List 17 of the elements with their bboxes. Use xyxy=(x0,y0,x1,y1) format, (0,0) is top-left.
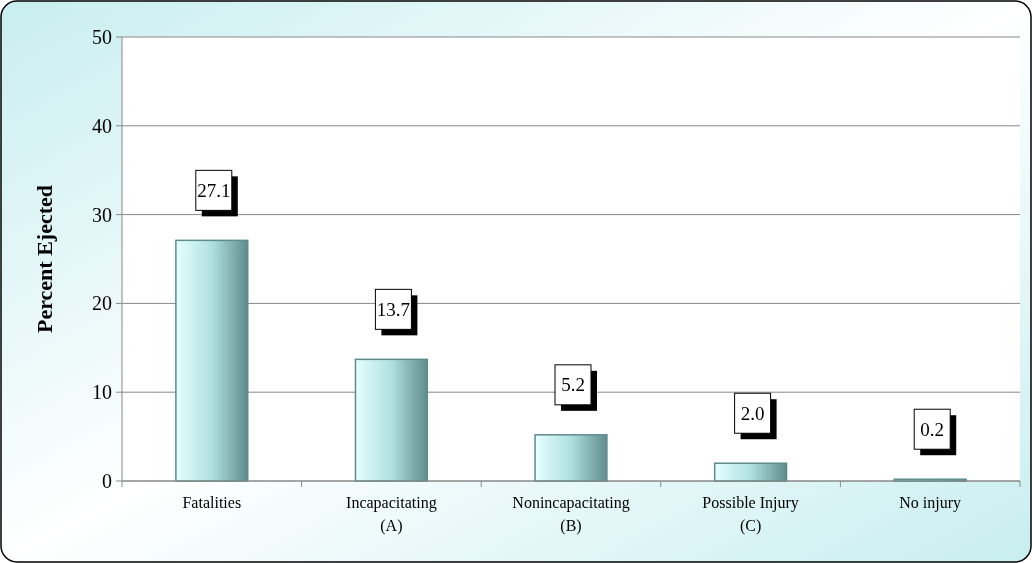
y-axis-title: Percent Ejected xyxy=(32,184,57,334)
x-tick-label: Fatalities xyxy=(182,494,242,511)
y-tick-label: 0 xyxy=(102,470,112,492)
y-tick-label: 10 xyxy=(92,381,112,404)
x-tick-label: No injury xyxy=(899,494,962,512)
data-label: 2.0 xyxy=(740,402,765,424)
y-tick-label: 20 xyxy=(92,292,112,315)
x-tick-label: Nonincapacitating (B) xyxy=(512,494,630,535)
x-tick-label: Possible Injury (C) xyxy=(702,494,799,535)
x-tick-label: Incapacitating (A) xyxy=(346,494,437,535)
y-tick-label: 40 xyxy=(92,114,112,137)
data-label: 5.2 xyxy=(561,374,585,396)
y-tick-label: 50 xyxy=(92,26,112,48)
y-tick-label: 30 xyxy=(92,203,112,226)
data-label: 0.2 xyxy=(920,418,945,440)
data-label: 27.1 xyxy=(197,180,231,201)
data-label: 13.7 xyxy=(376,298,411,320)
